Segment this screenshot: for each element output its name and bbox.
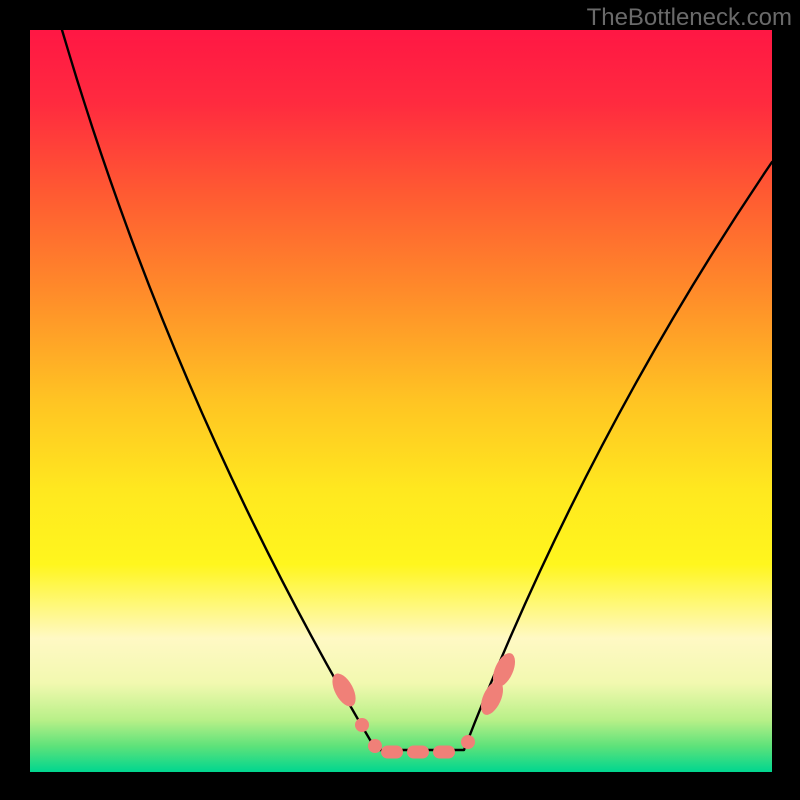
marker	[368, 739, 382, 753]
plot-area	[30, 30, 772, 772]
gradient-background	[30, 30, 772, 772]
watermark-text: TheBottleneck.com	[587, 4, 792, 32]
plot-svg	[30, 30, 772, 772]
marker	[461, 735, 475, 749]
marker	[407, 746, 429, 759]
marker	[355, 718, 369, 732]
marker	[433, 746, 455, 759]
chart-stage: TheBottleneck.com	[0, 0, 800, 800]
marker	[381, 746, 403, 759]
